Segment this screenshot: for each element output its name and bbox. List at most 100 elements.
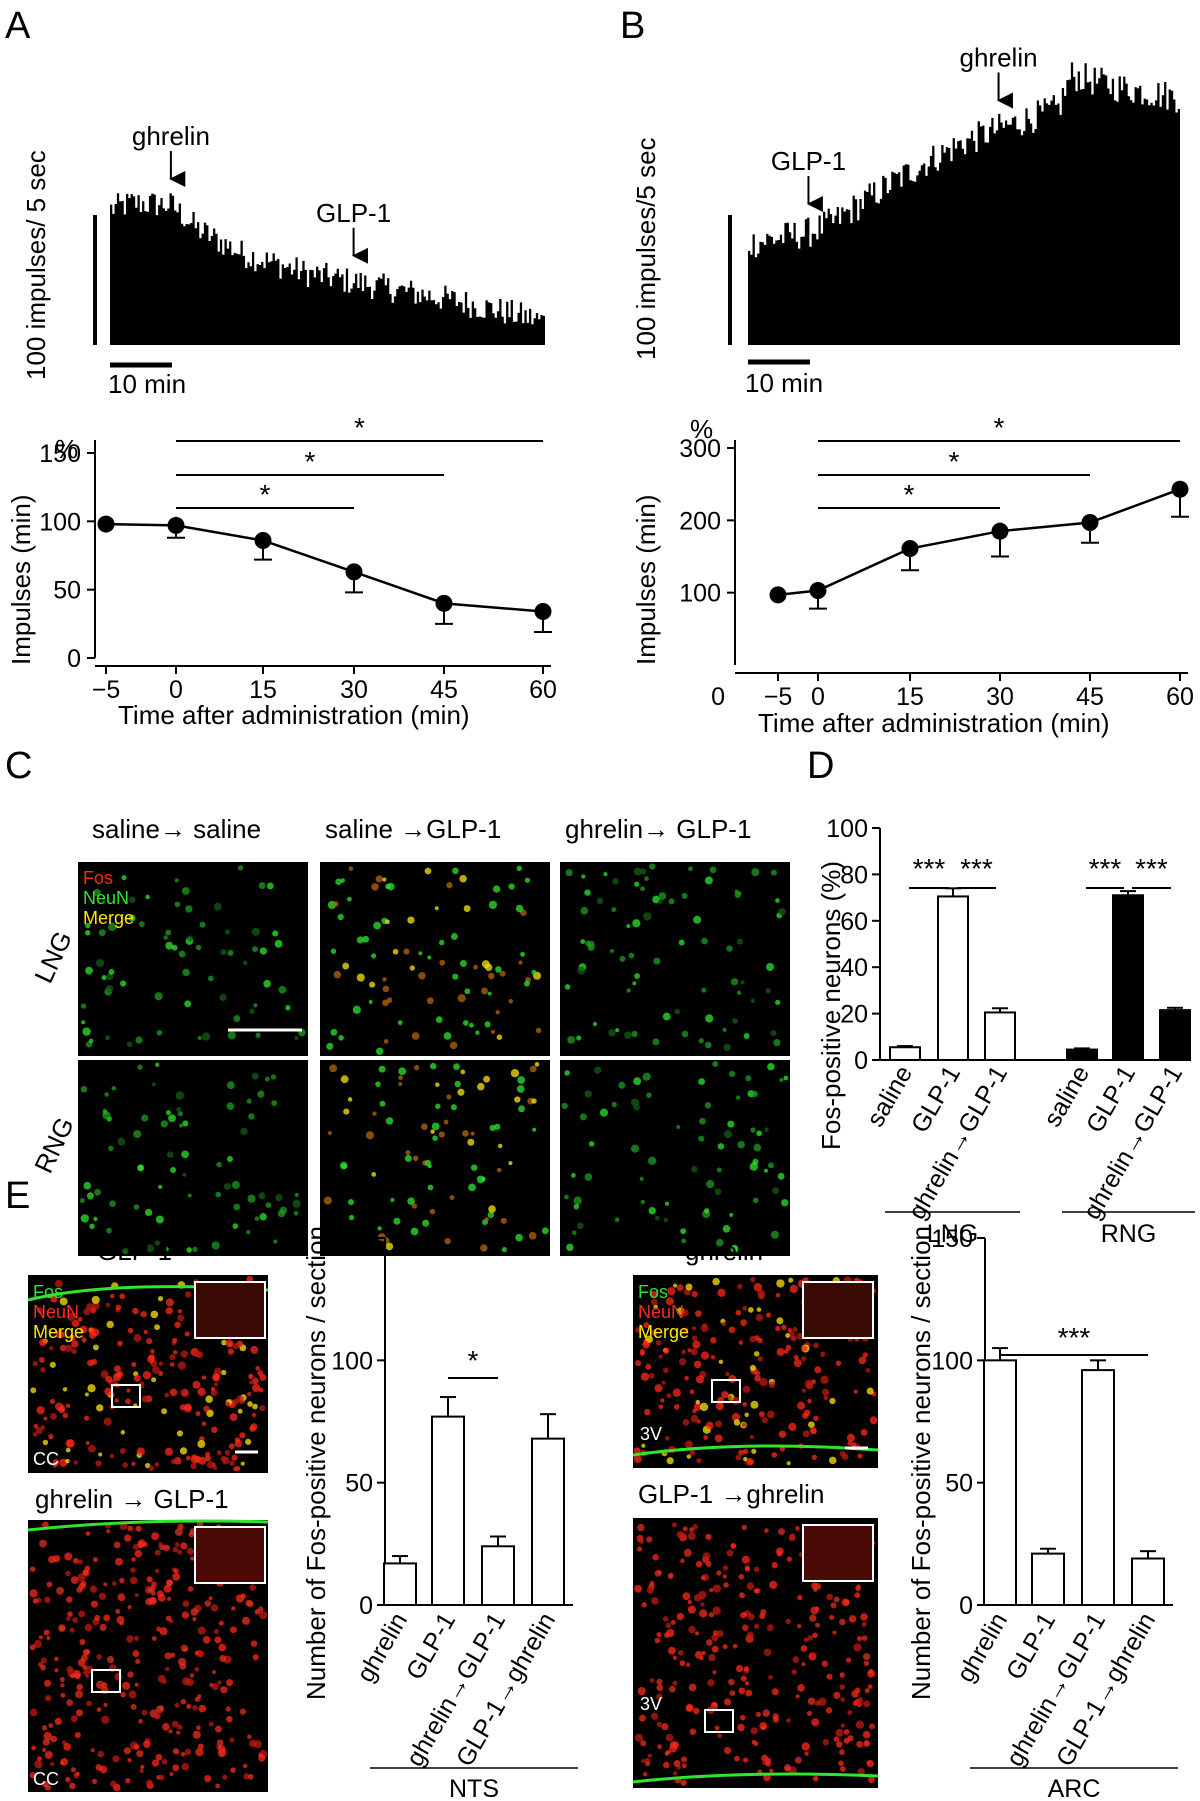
cell: [240, 1127, 248, 1136]
cell: [113, 1541, 121, 1549]
cell: [426, 997, 434, 1005]
bar-e-plot: 050100150ghrelinGLP-1ghrelin→GLP-1GLP-1→…: [331, 1225, 578, 1801]
cell: [811, 1718, 820, 1727]
cell: [106, 1655, 115, 1664]
cell: [110, 1780, 117, 1787]
x-tick-label: 0: [811, 683, 825, 711]
cell: [166, 1110, 171, 1116]
cell: [167, 1151, 174, 1158]
cell: [611, 1101, 617, 1108]
cell: [70, 1576, 79, 1584]
cell: [67, 1611, 73, 1617]
cell: [609, 948, 615, 954]
cell: [667, 1287, 676, 1296]
cell: [746, 1631, 755, 1639]
cell: [393, 1217, 401, 1225]
cell: [385, 1117, 394, 1125]
e-title-1: GLP-1: [97, 1236, 172, 1266]
cell: [814, 1582, 822, 1590]
cell: [684, 1375, 689, 1381]
cell: [65, 1458, 70, 1464]
cell: [626, 988, 631, 993]
cell: [71, 1340, 79, 1348]
cell: [172, 1748, 179, 1754]
cell: [534, 1062, 540, 1067]
cell: [717, 1143, 725, 1150]
cell: [867, 1684, 873, 1689]
cell: [776, 1317, 784, 1325]
cell: [653, 1304, 658, 1310]
cell: [403, 948, 410, 955]
cell: [197, 1440, 206, 1449]
cell: [528, 1231, 537, 1240]
cell: [770, 1230, 779, 1239]
cell: [722, 1574, 728, 1579]
cell: [751, 868, 760, 877]
cell: [221, 1339, 227, 1346]
cell: [487, 991, 492, 996]
cell: [247, 1401, 253, 1407]
cell: [116, 1615, 125, 1624]
cell: [75, 1771, 80, 1777]
cell: [681, 1763, 688, 1769]
cell: [661, 1723, 669, 1731]
cell: [48, 1433, 54, 1440]
cell: [197, 1626, 206, 1635]
cell: [750, 998, 756, 1004]
cell: [126, 1388, 131, 1393]
cell: [265, 1202, 272, 1209]
cell: [164, 1392, 170, 1398]
cell: [148, 1465, 155, 1471]
cell: [585, 940, 591, 947]
cell: [250, 1345, 259, 1354]
cell: [674, 1008, 681, 1015]
cell: [96, 1707, 102, 1713]
cell: [347, 896, 352, 902]
cell: [564, 1070, 570, 1076]
cell: [516, 865, 522, 871]
cell: [206, 1461, 215, 1469]
x-tick-label: 45: [1076, 683, 1104, 711]
cell: [220, 1455, 227, 1462]
cell: [255, 1032, 261, 1038]
cell: [514, 1096, 521, 1103]
x-tick-label: 0: [711, 683, 725, 711]
cell: [822, 1739, 829, 1746]
cell: [833, 1736, 840, 1742]
cell: [237, 1408, 243, 1414]
cell: [460, 1069, 466, 1075]
cell: [495, 1010, 500, 1015]
cell: [190, 1463, 197, 1470]
cell: [42, 1738, 50, 1746]
cell: [789, 1533, 796, 1540]
cell: [392, 948, 399, 955]
cell: [746, 1582, 755, 1590]
cell: [768, 1162, 774, 1169]
cell: [41, 1521, 49, 1529]
cell: [809, 1427, 817, 1435]
cell: [673, 1283, 678, 1288]
cell: [633, 1454, 642, 1464]
cell: [626, 923, 631, 929]
cell: [66, 1699, 74, 1707]
cell: [213, 1465, 218, 1470]
cell: [224, 1449, 231, 1456]
cell: [180, 1752, 186, 1757]
cell: [693, 1594, 702, 1602]
cell: [90, 1600, 99, 1608]
cell: [501, 1247, 507, 1253]
cell: [723, 1043, 731, 1051]
cell: [54, 1668, 59, 1673]
cell: [150, 1310, 159, 1319]
cell: [712, 1670, 717, 1675]
cell: [134, 1593, 139, 1598]
cell: [740, 1611, 747, 1619]
cell: [220, 1686, 228, 1694]
cell: [673, 1760, 681, 1767]
cell: [564, 984, 571, 990]
cell: [177, 1523, 184, 1530]
cell: [182, 1172, 187, 1177]
x-tick-label: 30: [986, 683, 1014, 711]
cell: [62, 1387, 68, 1392]
cell: [698, 1078, 706, 1086]
